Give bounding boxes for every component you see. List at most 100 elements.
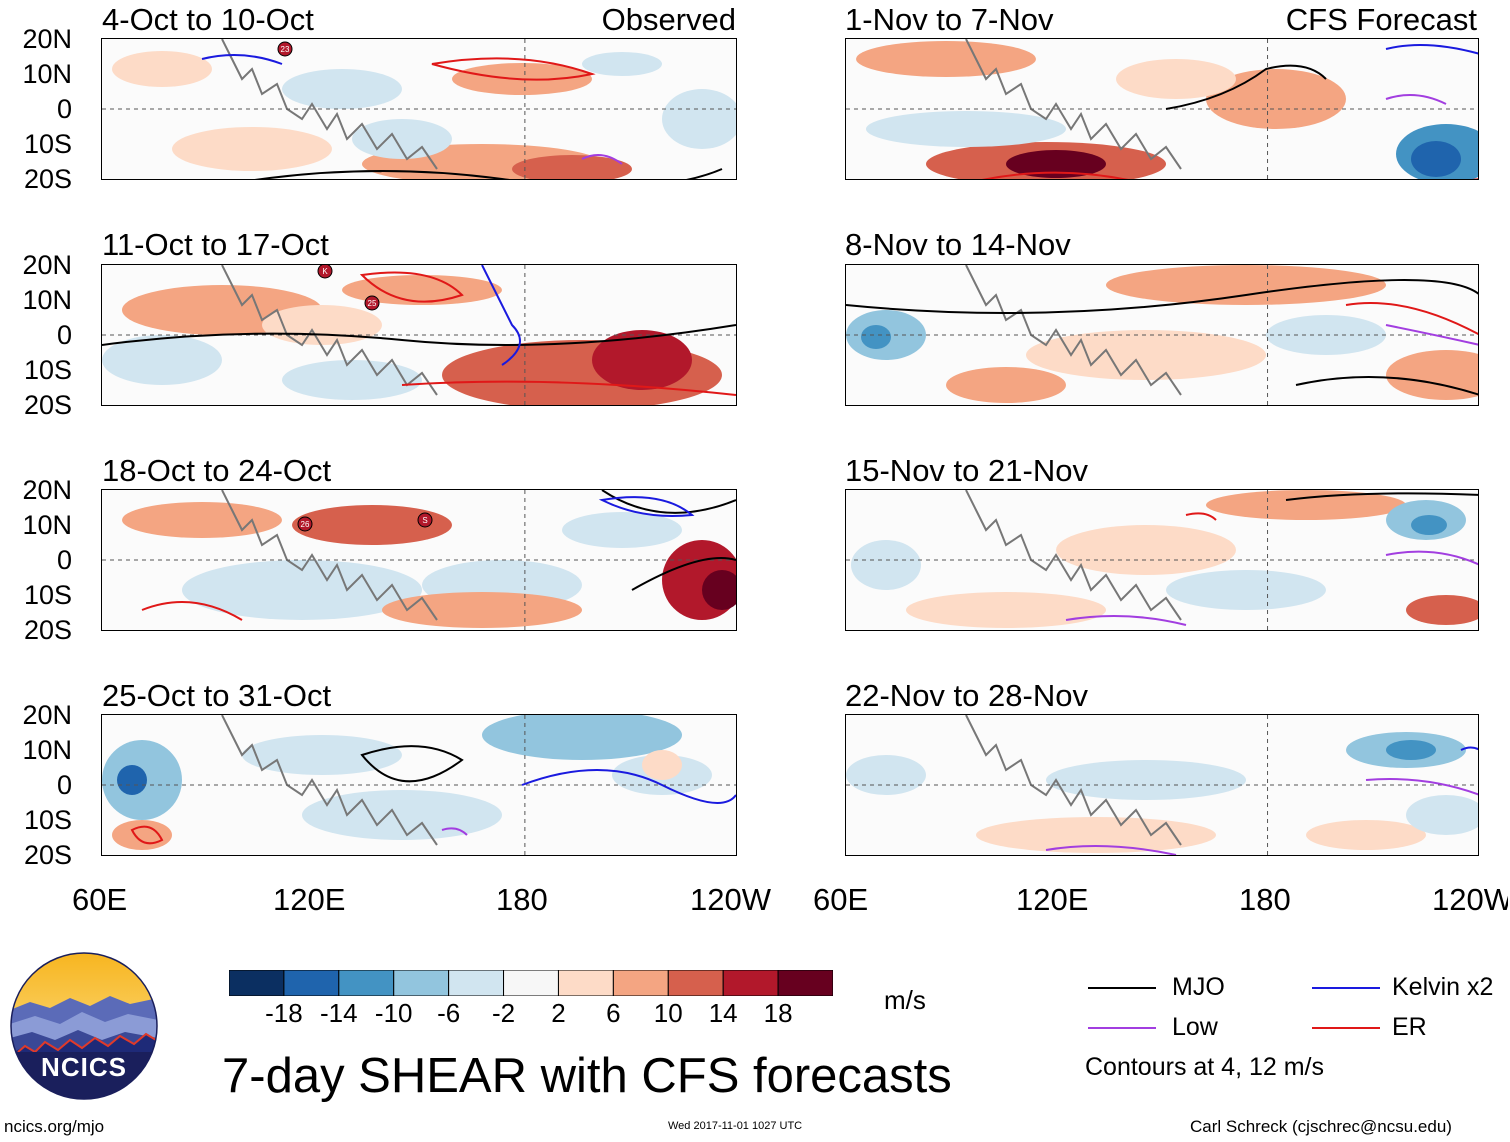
panel-title: 18-Oct to 24-Oct xyxy=(102,453,332,488)
lon-label: 120E xyxy=(1016,882,1089,917)
colorbar-swatch xyxy=(503,969,559,997)
colorbar-swatch xyxy=(448,969,505,997)
lon-label: 180 xyxy=(1239,882,1291,917)
lat-label: 0 xyxy=(56,770,72,800)
wave-contour xyxy=(359,271,464,303)
map-drawing xyxy=(846,715,1478,855)
coastline xyxy=(221,715,438,846)
tropical-cyclone-marker: K xyxy=(317,265,333,279)
map-drawing xyxy=(846,490,1478,630)
shear-anomaly-blob xyxy=(482,715,682,760)
storm-label: S xyxy=(422,516,427,525)
wave-contour xyxy=(1345,302,1478,336)
tropical-cyclone-marker: 25 xyxy=(364,295,380,311)
wave-contour xyxy=(441,827,468,836)
colorbar-tick-label: -18 xyxy=(265,998,303,1028)
wave-contour xyxy=(1295,376,1478,396)
wave-contour xyxy=(846,279,1478,314)
panel-tag-observed: Observed xyxy=(601,2,736,37)
colorbar-swatch xyxy=(228,969,285,997)
shear-anomaly-blob xyxy=(1206,490,1406,520)
coastline xyxy=(965,715,1182,846)
wave-contour xyxy=(102,324,736,346)
shear-anomaly-blob xyxy=(1116,59,1236,99)
coastline xyxy=(221,265,438,396)
shear-anomaly-blob xyxy=(866,111,1066,147)
lat-label: 20S xyxy=(23,390,72,420)
panel-title: 22-Nov to 28-Nov xyxy=(845,678,1088,713)
lat-label: 0 xyxy=(56,320,72,350)
wave-contour xyxy=(581,154,623,165)
shear-anomaly-blob xyxy=(282,360,422,400)
wave-contour xyxy=(401,380,736,396)
shear-anomaly-blob xyxy=(851,540,921,590)
shear-anomaly-blob xyxy=(1306,820,1426,850)
shear-map-panel xyxy=(845,489,1479,631)
shear-anomaly-blob xyxy=(242,735,402,775)
shear-anomaly-blob xyxy=(117,765,147,795)
lat-label: 10S xyxy=(23,129,72,159)
lat-label: 20N xyxy=(22,700,72,730)
shear-anomaly-blob xyxy=(382,592,582,628)
shear-map-panel: 26 S xyxy=(101,489,737,631)
shear-anomaly-blob xyxy=(906,592,1106,628)
shear-anomaly-blob xyxy=(112,51,212,87)
wave-contour xyxy=(1385,550,1478,566)
site-url[interactable]: ncics.org/mjo xyxy=(4,1117,105,1136)
map-drawing xyxy=(102,715,736,855)
lat-label: 10S xyxy=(23,355,72,385)
lat-label: 10N xyxy=(22,59,72,89)
shear-anomaly-blob xyxy=(172,127,332,171)
lon-label: 120E xyxy=(273,882,346,917)
lat-label: 10S xyxy=(23,805,72,835)
colorbar-swatch xyxy=(338,969,395,997)
shear-anomaly-blob xyxy=(512,155,632,179)
lon-label: 120W xyxy=(1432,884,1508,915)
colorbar-swatch xyxy=(283,969,340,997)
coastline xyxy=(965,39,1182,170)
panel-title: 8-Nov to 14-Nov xyxy=(845,227,1071,262)
author-credit: Carl Schreck (cjschrec@ncsu.edu) xyxy=(1190,1117,1452,1136)
shear-map-panel: K 25 xyxy=(101,264,737,406)
wave-contour xyxy=(254,168,723,179)
figure-title: 7-day SHEAR with CFS forecasts xyxy=(222,1049,952,1103)
shear-anomaly-blob xyxy=(1411,515,1447,535)
lon-label: 60E xyxy=(813,882,869,917)
legend-line-er xyxy=(1312,1027,1380,1029)
wave-contour xyxy=(521,769,736,804)
lat-label: 20N xyxy=(22,250,72,280)
shear-anomaly-blob xyxy=(1406,795,1478,835)
panel-title: 11-Oct to 17-Oct xyxy=(102,227,329,262)
shear-anomaly-blob xyxy=(946,367,1066,403)
shear-anomaly-blob xyxy=(1411,141,1461,177)
shear-anomaly-blob xyxy=(582,52,662,76)
storm-label: 26 xyxy=(301,520,310,529)
shear-anomaly-blob xyxy=(592,330,692,390)
shear-anomaly-blob xyxy=(642,750,682,780)
wave-contour xyxy=(982,171,1478,179)
wave-contour xyxy=(1285,492,1478,501)
shear-anomaly-blob xyxy=(1056,525,1236,575)
wave-contour xyxy=(1385,324,1478,346)
map-drawing: 23 xyxy=(102,39,736,179)
lat-label: 10N xyxy=(22,285,72,315)
shear-anomaly-blob xyxy=(1046,760,1246,800)
colorbar-swatch xyxy=(612,969,669,997)
lat-label: 20S xyxy=(23,164,72,194)
lat-label: 10N xyxy=(22,735,72,765)
wave-contour xyxy=(1065,615,1187,626)
legend-line-kelvin xyxy=(1312,987,1380,989)
map-drawing xyxy=(846,39,1478,179)
wave-contour xyxy=(1365,778,1478,796)
colorbar-tick-label: 18 xyxy=(763,998,793,1028)
wave-contour xyxy=(141,601,243,621)
wave-contour xyxy=(1460,746,1478,751)
wave-contour xyxy=(1165,64,1327,110)
colorbar-swatch xyxy=(777,969,834,997)
shear-anomaly-blob xyxy=(1386,350,1478,400)
map-drawing: 26 S xyxy=(102,490,736,630)
lon-label: 120W xyxy=(690,882,771,917)
lat-label: 0 xyxy=(56,94,72,124)
shear-map-panel xyxy=(845,38,1479,180)
colorbar-swatch xyxy=(557,969,614,997)
